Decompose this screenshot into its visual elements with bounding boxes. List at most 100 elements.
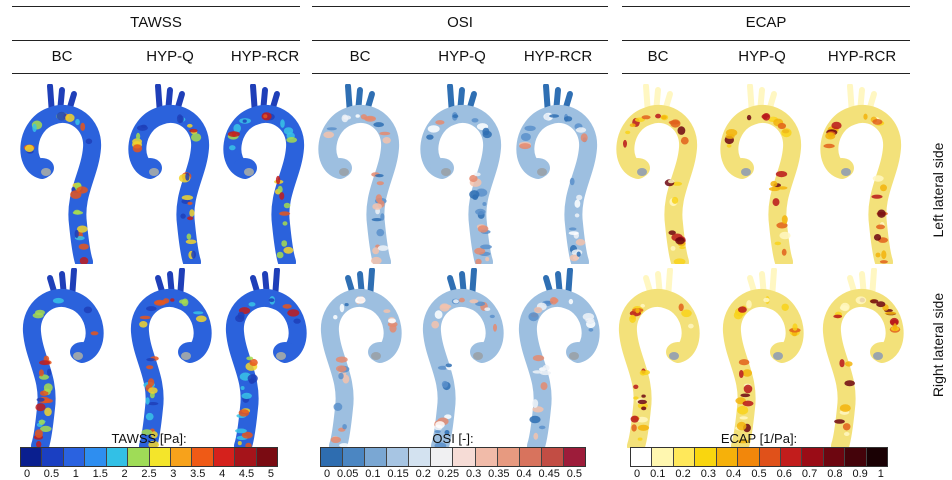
- aorta-render-osi-hyp-q-left: [412, 84, 512, 264]
- osi-colorbar-tick: 0.1: [365, 468, 381, 480]
- osi-colorbar-swatch: [321, 448, 344, 466]
- ecap-colorbar-swatch: [716, 448, 739, 466]
- aorta-render-osi-hyp-rcr-right: [508, 268, 608, 448]
- osi-colorbar: [320, 447, 586, 467]
- ecap-colorbar-swatch: [823, 448, 846, 466]
- aorta-render-tawss-bc-left: [12, 84, 112, 264]
- osi-colorbar-tick: 0.3: [465, 468, 482, 480]
- tawss-mid-rule: [12, 40, 300, 41]
- ecap-colorbar-tick: 0.7: [801, 468, 818, 480]
- tawss-col-bc: BC: [51, 48, 73, 65]
- aorta-render-tawss-hyp-rcr-right: [215, 268, 315, 448]
- osi-colorbar-swatch: [431, 448, 454, 466]
- tawss-colorbar-swatch: [213, 448, 236, 466]
- tawss-colorbar-swatch: [192, 448, 214, 466]
- ecap-colorbar-swatch: [673, 448, 696, 466]
- osi-colorbar-tick: 0.4: [516, 468, 532, 480]
- ecap-colorbar-tick: 0.3: [700, 468, 717, 480]
- tawss-colorbar-tick: 4.5: [238, 468, 255, 480]
- ecap-col-bc: BC: [647, 48, 669, 65]
- ecap-col-hyp-q: HYP-Q: [738, 48, 786, 65]
- ecap-colorbar-swatch: [738, 448, 760, 466]
- tawss-colorbar-swatch: [235, 448, 257, 466]
- ecap-colorbar-swatch: [780, 448, 803, 466]
- aorta-render-osi-bc-right: [310, 268, 410, 448]
- tawss-top-rule: [12, 6, 300, 7]
- ecap-colorbar-tick: 0.1: [650, 468, 666, 480]
- tawss-colorbar-tick: 0.5: [43, 468, 60, 480]
- tawss-colorbar-title: TAWSS [Pa]:: [111, 431, 187, 446]
- ecap-colorbar-tick: 1: [877, 468, 884, 480]
- osi-group-title: OSI: [447, 14, 473, 31]
- ecap-colorbar-swatch: [802, 448, 824, 466]
- tawss-col-hyp-rcr: HYP-RCR: [230, 48, 300, 65]
- tawss-colorbar-tick: 3: [170, 468, 177, 480]
- aorta-render-tawss-bc-right: [12, 268, 112, 448]
- osi-colorbar-swatch: [475, 448, 498, 466]
- ecap-colorbar-swatch: [631, 448, 653, 466]
- aorta-render-tawss-hyp-q-right: [120, 268, 220, 448]
- tawss-colorbar-tick: 2.5: [141, 468, 157, 480]
- tawss-colorbar: [20, 447, 278, 467]
- ecap-colorbar-tick: 0.2: [675, 468, 691, 480]
- tawss-col-hyp-q: HYP-Q: [146, 48, 194, 65]
- aorta-render-ecap-hyp-rcr-left: [812, 84, 912, 264]
- aorta-render-ecap-hyp-q-right: [712, 268, 812, 448]
- osi-col-hyp-q: HYP-Q: [438, 48, 486, 65]
- tawss-colorbar-swatch: [63, 448, 86, 466]
- osi-colorbar-swatch: [519, 448, 542, 466]
- osi-colorbar-tick: 0.45: [538, 468, 560, 480]
- tawss-colorbar-swatch: [42, 448, 64, 466]
- osi-top-rule: [312, 6, 608, 7]
- ecap-colorbar-title: ECAP [1/Pa]:: [720, 431, 798, 446]
- ecap-colorbar-tick: 0.9: [852, 468, 868, 480]
- ecap-colorbar-ticks: 0 0.1 0.2 0.3 0.4 0.5 0.6 0.7 0.8 0.9 1: [634, 468, 884, 480]
- osi-colorbar-tick: 0.5: [566, 468, 582, 480]
- ecap-colorbar-tick: 0.6: [776, 468, 792, 480]
- ecap-colorbar-tick: 0: [634, 468, 641, 480]
- osi-colorbar-swatch: [387, 448, 410, 466]
- tawss-colorbar-swatch: [128, 448, 150, 466]
- tawss-colorbar-swatch: [85, 448, 107, 466]
- tawss-colorbar-swatch: [21, 448, 43, 466]
- ecap-bottom-rule: [622, 73, 910, 74]
- aorta-render-tawss-hyp-q-left: [120, 84, 220, 264]
- aorta-render-ecap-bc-left: [608, 84, 708, 264]
- aorta-render-ecap-hyp-q-left: [712, 84, 812, 264]
- row-label-right-lateral: Right lateral side: [930, 292, 946, 398]
- osi-colorbar-swatch: [343, 448, 366, 466]
- ecap-colorbar: [630, 447, 888, 467]
- osi-colorbar-tick: 0.25: [437, 468, 460, 480]
- ecap-colorbar-swatch: [866, 448, 888, 466]
- osi-colorbar-tick: 0.15: [387, 468, 409, 480]
- row-label-left-lateral: Left lateral side: [930, 142, 946, 238]
- ecap-colorbar-tick: 0.8: [827, 468, 843, 480]
- ecap-colorbar-swatch: [695, 448, 717, 466]
- tawss-colorbar-swatch: [170, 448, 193, 466]
- tawss-colorbar-ticks: 0 0.5 1 1.5 2 2.5 3 3.5 4 4.5 5: [24, 468, 274, 480]
- osi-colorbar-title: OSI [-]:: [432, 431, 474, 446]
- tawss-colorbar-tick: 5: [267, 468, 274, 480]
- ecap-colorbar-tick: 0.4: [726, 468, 742, 480]
- osi-colorbar-tick: 0.05: [336, 468, 359, 480]
- osi-colorbar-tick: 0: [324, 468, 331, 480]
- aorta-render-osi-hyp-rcr-left: [508, 84, 608, 264]
- tawss-group-title: TAWSS: [130, 14, 182, 31]
- osi-col-bc: BC: [349, 48, 371, 65]
- aorta-render-ecap-bc-right: [608, 268, 708, 448]
- tawss-colorbar-tick: 1.5: [92, 468, 108, 480]
- osi-colorbar-swatch: [563, 448, 585, 466]
- aorta-render-osi-bc-left: [310, 84, 410, 264]
- ecap-col-hyp-rcr: HYP-RCR: [827, 48, 897, 65]
- ecap-group-title: ECAP: [745, 14, 787, 31]
- tawss-colorbar-swatch: [149, 448, 171, 466]
- tawss-colorbar-tick: 0: [24, 468, 31, 480]
- ecap-colorbar-tick: 0.5: [751, 468, 767, 480]
- tawss-colorbar-swatch: [106, 448, 129, 466]
- ecap-colorbar-swatch: [845, 448, 867, 466]
- aorta-render-ecap-hyp-rcr-right: [812, 268, 912, 448]
- aorta-render-osi-hyp-q-right: [412, 268, 512, 448]
- osi-colorbar-tick: 0.35: [488, 468, 510, 480]
- tawss-colorbar-swatch: [256, 448, 278, 466]
- ecap-top-rule: [622, 6, 910, 7]
